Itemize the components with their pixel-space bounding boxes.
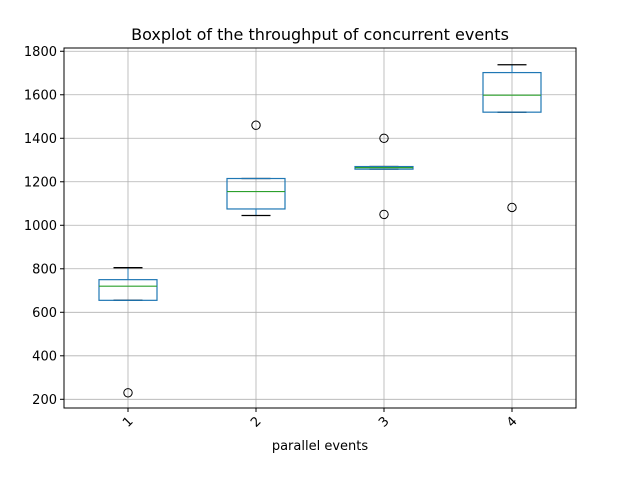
outlier-point	[507, 202, 517, 213]
y-tick-label: 600	[32, 306, 57, 321]
y-tick-label: 1200	[24, 175, 57, 190]
iqr-box	[98, 279, 158, 301]
iqr-box	[482, 71, 542, 113]
y-tick-label: 1800	[24, 45, 57, 60]
boxes	[98, 64, 542, 398]
plot-frame	[63, 47, 577, 409]
outlier-point	[123, 388, 133, 398]
box-group-3	[354, 133, 414, 220]
iqr-box	[226, 177, 286, 210]
box-group-4	[482, 64, 542, 213]
y-tick-label: 400	[32, 349, 57, 364]
y-tick-label: 1600	[24, 88, 57, 103]
gridlines	[64, 48, 576, 408]
x-axis-label: parallel events	[272, 439, 369, 454]
x-tick-label: 3	[376, 414, 392, 430]
box-group-2	[226, 120, 286, 217]
y-tick-label: 1000	[24, 219, 57, 234]
y-tick-label: 1400	[24, 132, 57, 147]
axis-ticks: 200 400 600 800 1000 1200 1400 1600 1800 1 2 3 4	[24, 45, 521, 431]
x-tick-label: 2	[248, 414, 264, 430]
outlier-point	[379, 209, 389, 220]
x-tick-label: 4	[504, 414, 520, 430]
y-tick-label: 800	[32, 262, 57, 277]
box-group-1	[98, 267, 158, 398]
outlier-point	[379, 133, 389, 143]
x-tick-label: 1	[120, 414, 136, 430]
chart-title: Boxplot of the throughput of concurrent …	[131, 25, 509, 44]
y-tick-label: 200	[32, 393, 57, 408]
outlier-point	[251, 120, 261, 130]
